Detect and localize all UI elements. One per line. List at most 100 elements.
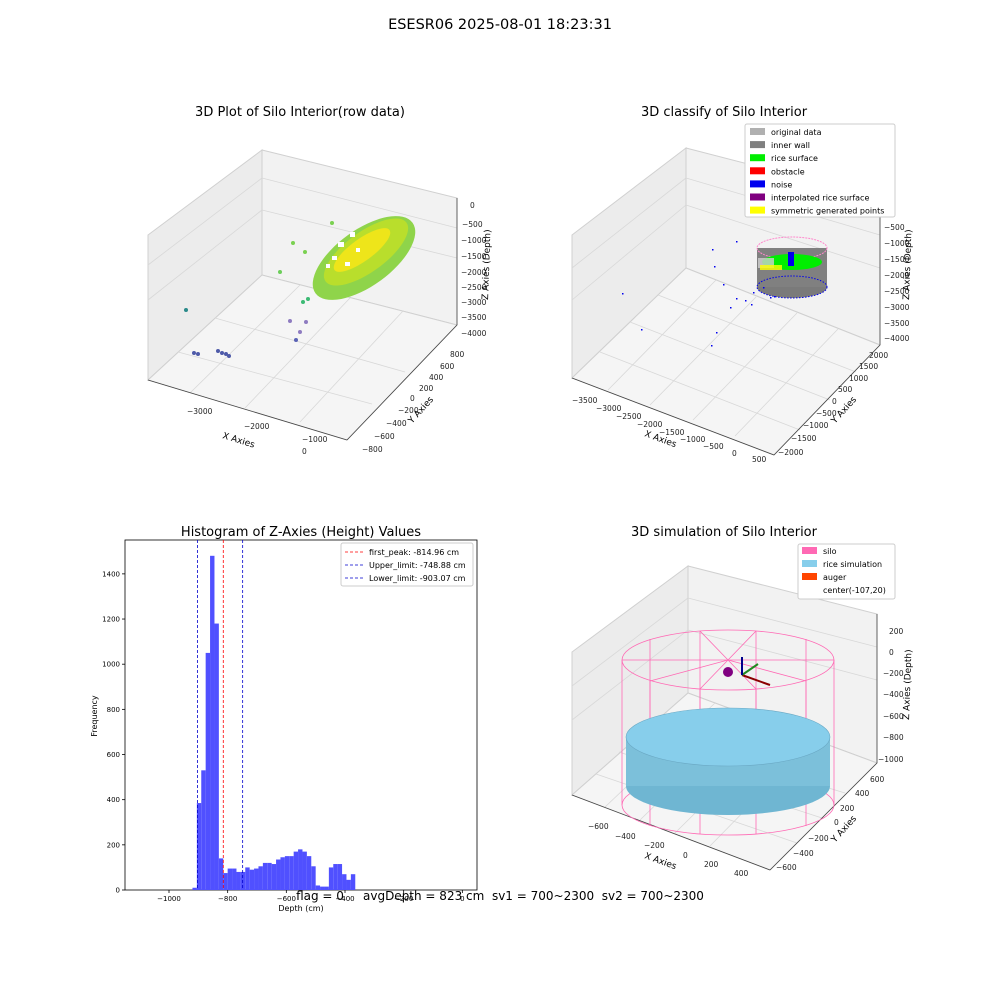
svg-text:400: 400 [734, 869, 749, 878]
y-tick-labels: −600 −400 −200 0 200 400 600 [776, 775, 885, 872]
histogram-bar [346, 879, 351, 890]
histogram-bar [192, 887, 197, 890]
legend-label: Lower_limit: -903.07 cm [369, 574, 466, 583]
svg-text:0: 0 [732, 449, 737, 458]
svg-text:−400: −400 [615, 832, 636, 841]
histogram-bar [210, 555, 215, 890]
x-tick-labels: −3000 −2000 −1000 0 [187, 407, 328, 456]
legend-swatch [750, 167, 765, 175]
x-tick-labels: −600 −400 −200 0 200 400 [588, 822, 749, 878]
svg-text:−2000: −2000 [244, 422, 270, 431]
svg-text:−600: −600 [776, 863, 797, 872]
legend-label: rice simulation [823, 560, 882, 569]
z-tick-labels: 200 0 −200 −400 −600 −800 −1000 [878, 627, 904, 764]
svg-text:−600: −600 [883, 712, 904, 721]
y-axis-line [769, 762, 878, 871]
y-tick-label: 0 [116, 887, 120, 895]
histogram-bar [311, 866, 316, 890]
svg-text:−2000: −2000 [778, 448, 804, 457]
svg-text:−3500: −3500 [884, 319, 910, 328]
y-tick-label: 400 [107, 796, 120, 804]
noise-ring [756, 275, 828, 299]
reference-lines [197, 540, 244, 890]
z-tick-labels: 0 −500 −1000 −1500 −2000 −2500 −3000 −35… [461, 201, 487, 338]
original-data [758, 258, 774, 268]
svg-text:0: 0 [302, 447, 307, 456]
histogram-bar [280, 857, 285, 890]
svg-text:−500: −500 [462, 220, 483, 229]
svg-text:2000: 2000 [869, 351, 888, 360]
x-tick-labels: −3500 −3000 −2500 −2000 −1500 −1000 −500… [572, 396, 767, 464]
svg-text:−2500: −2500 [884, 287, 910, 296]
legend-swatch [750, 154, 765, 162]
svg-text:0: 0 [889, 648, 894, 657]
y-tick-label: 1000 [102, 661, 120, 669]
histogram-bar [205, 652, 211, 890]
wall-top-ring [756, 236, 828, 260]
panel-classify-3d: 3D classify of Silo Interior [571, 105, 914, 464]
panel-histogram: Histogram of Z-Axies (Height) Values −10… [90, 525, 478, 913]
histogram-bar [293, 851, 299, 890]
histogram-bar [258, 866, 263, 890]
auger-x-arrow [741, 674, 771, 686]
legend: silo rice simulation auger center(-107,20) [797, 543, 896, 600]
svg-text:−3500: −3500 [461, 313, 487, 322]
legend-swatch [750, 193, 765, 201]
histogram-bar [201, 770, 206, 890]
histogram-bar [315, 885, 321, 890]
svg-text:−200: −200 [644, 841, 665, 850]
panel-title: Histogram of Z-Axies (Height) Values [181, 525, 421, 540]
svg-text:−500: −500 [884, 223, 905, 232]
svg-text:−4000: −4000 [884, 334, 910, 343]
histogram-bar [245, 867, 250, 890]
svg-text:−600: −600 [588, 822, 609, 831]
figure-title: ESESR06 2025-08-01 18:23:31 [388, 17, 612, 33]
legend-label: inner wall [771, 141, 810, 150]
svg-text:500: 500 [838, 385, 853, 394]
svg-text:−3000: −3000 [596, 404, 622, 413]
point-cloud-gaps [326, 232, 360, 268]
center-marker [723, 667, 733, 677]
legend-swatch [750, 180, 765, 188]
svg-text:1000: 1000 [849, 374, 868, 383]
y-ticks: 0 200 400 600 800 1000 1200 1400 [102, 570, 125, 895]
legend-box [340, 542, 474, 587]
y-axis-label: Frequency [90, 695, 99, 737]
histogram-bar [214, 623, 219, 890]
svg-text:−3000: −3000 [187, 407, 213, 416]
svg-text:−600: −600 [374, 432, 395, 441]
svg-text:200: 200 [419, 384, 434, 393]
svg-text:−1500: −1500 [461, 252, 487, 261]
legend-label: silo [823, 547, 837, 556]
legend-box [744, 123, 896, 218]
legend-swatch [750, 141, 765, 149]
legend-label: rice surface [771, 154, 818, 163]
svg-text:200: 200 [889, 627, 904, 636]
svg-text:−400: −400 [883, 690, 904, 699]
histogram-bar [240, 871, 246, 890]
histogram-bar [320, 886, 325, 890]
panel-title: 3D classify of Silo Interior [641, 105, 808, 120]
x-tick-label: −800 [218, 895, 237, 903]
histogram-bar [324, 886, 329, 890]
legend-label: interpolated rice surface [771, 194, 869, 203]
histogram-bar [350, 874, 356, 890]
svg-text:−2000: −2000 [637, 420, 663, 429]
panel-title: 3D simulation of Silo Interior [631, 525, 818, 540]
svg-text:−1000: −1000 [803, 421, 829, 430]
svg-text:−400: −400 [793, 849, 814, 858]
noise-stripe [788, 252, 794, 266]
legend-swatch [802, 573, 817, 580]
histogram-bar [306, 856, 312, 890]
histogram-bar [227, 868, 233, 890]
histogram-bar [249, 869, 255, 890]
histogram-bar [262, 862, 268, 890]
svg-text:200: 200 [704, 860, 719, 869]
legend-label: symmetric generated points [771, 207, 884, 216]
footer-stats: flag = 0 avgDepth = 823 cm sv1 = 700~230… [296, 889, 704, 903]
y-tick-label: 1400 [102, 570, 120, 578]
svg-text:−500: −500 [703, 442, 724, 451]
x-axis-line [571, 794, 771, 871]
legend-swatch [750, 128, 765, 135]
